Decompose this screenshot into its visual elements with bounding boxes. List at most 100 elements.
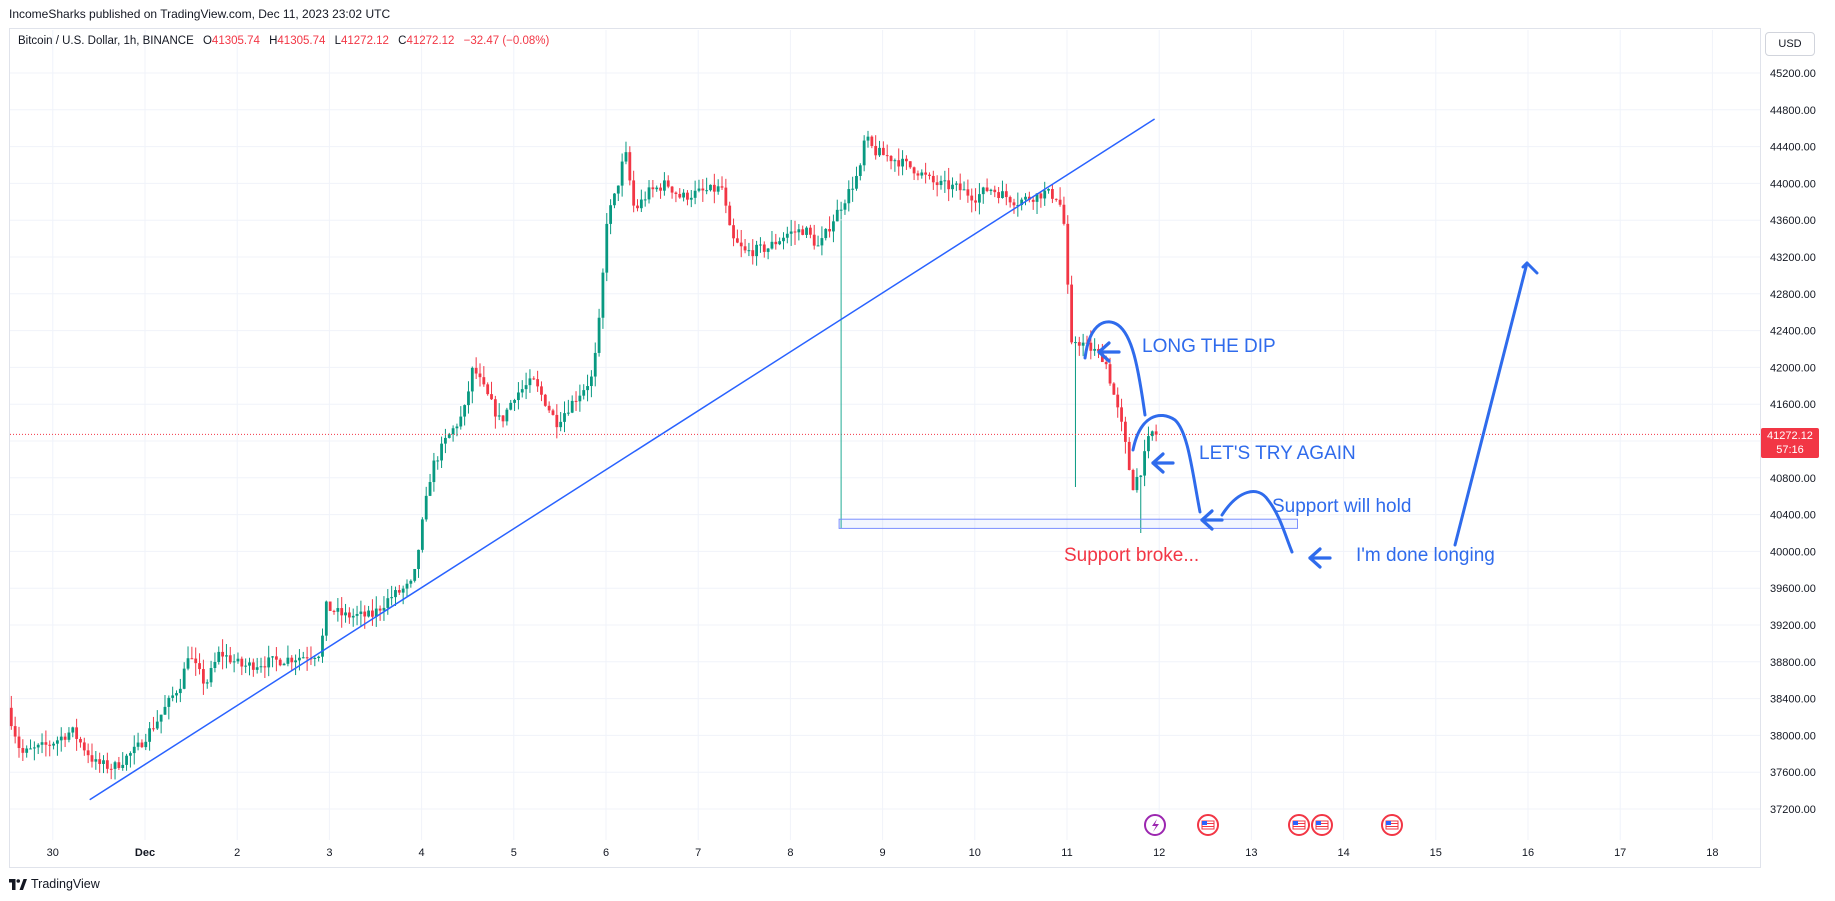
candle-body [705, 190, 709, 192]
flag-canton [1316, 821, 1321, 825]
candle-body [543, 394, 547, 406]
candle-body [132, 746, 136, 754]
price-tick-label: 38800.00 [1770, 657, 1816, 669]
candle-body [40, 742, 44, 745]
candle-body [540, 386, 543, 395]
chart-frame[interactable] [9, 28, 1761, 868]
candle-body [328, 601, 332, 611]
candle-body [13, 726, 17, 737]
candle-body [225, 655, 228, 657]
candle-body [48, 744, 52, 746]
candle-body [820, 238, 824, 246]
candle-body [144, 741, 148, 748]
candle-body [962, 189, 966, 191]
candle-body [889, 155, 893, 162]
tradingview-logo[interactable]: TradingView [9, 877, 100, 891]
candle-body [1074, 342, 1077, 344]
candle-body [355, 613, 359, 616]
candle-body [520, 389, 524, 393]
time-tick-label: 6 [603, 847, 609, 859]
label-lets-try-again: LET'S TRY AGAIN [1199, 443, 1356, 464]
candle-body [732, 225, 735, 239]
candle-body [528, 378, 532, 386]
published-caption: IncomeSharks published on TradingView.co… [9, 7, 391, 21]
label-im-done-longing: I'm done longing [1356, 545, 1495, 566]
candle-body [509, 402, 513, 410]
candle-body [866, 136, 870, 141]
candle-body [305, 657, 309, 659]
candle-body [455, 426, 459, 429]
candle-body [274, 656, 278, 660]
candle-body [835, 209, 839, 222]
price-tick-label: 43200.00 [1770, 252, 1816, 264]
candle-body [570, 400, 574, 413]
arrow-try-again-head [1151, 452, 1165, 474]
candle-body [720, 186, 724, 188]
flag-canton [1202, 821, 1207, 825]
candle-body [947, 180, 951, 190]
candle-body [559, 421, 563, 428]
support-zone [838, 518, 1298, 529]
candle-body [593, 352, 597, 377]
candle-body [1104, 362, 1108, 365]
candle-body [301, 657, 305, 659]
candle-body [624, 152, 628, 162]
candle-body [970, 195, 974, 201]
candle-body [785, 233, 789, 238]
candle-body [747, 250, 751, 252]
candle-body [878, 147, 881, 156]
price-axis: 45200.00 44800.00 44400.00 44000.00 43600.00… [1770, 68, 1816, 816]
price-tick-label: 38400.00 [1770, 694, 1816, 706]
candle-body [739, 242, 743, 247]
candle-body [755, 244, 758, 257]
candle-body [881, 147, 885, 156]
candle-body [770, 241, 774, 249]
candle-body [563, 413, 566, 422]
arrow-done-longing-head [1308, 547, 1322, 569]
candle-body [259, 666, 263, 668]
candle-body [1001, 191, 1004, 198]
candle-body [82, 742, 86, 751]
candle-body [90, 755, 94, 762]
candle-body [620, 161, 624, 186]
candle-body [367, 610, 370, 617]
candle-body [609, 205, 613, 224]
candle-body [482, 377, 486, 385]
candle-body [221, 651, 225, 657]
candle-body [1012, 202, 1016, 206]
currency-button[interactable]: USD [1765, 32, 1815, 56]
open-value: 41305.74 [211, 35, 260, 47]
time-tick-label: 18 [1706, 847, 1718, 859]
candle-body [36, 744, 40, 748]
candle-body [701, 188, 705, 191]
candle-body [159, 714, 163, 722]
candle-body [628, 152, 632, 181]
candle-body [294, 660, 297, 663]
candlestick-series [9, 130, 1158, 780]
candle-body [371, 610, 374, 617]
candle-body [463, 405, 467, 417]
time-tick-label: 4 [419, 847, 425, 859]
candle-body [532, 378, 536, 380]
candle-body [413, 568, 417, 581]
time-tick-label: 9 [880, 847, 886, 859]
candle-body [105, 760, 109, 769]
time-tick-label: 11 [1061, 847, 1072, 859]
candle-body [524, 385, 528, 390]
candle-body [1120, 407, 1123, 422]
candle-body [951, 184, 954, 190]
candle-body [954, 183, 958, 185]
candle-body [574, 400, 578, 402]
close-label: C [398, 35, 407, 47]
change-value: −32.47 (−0.08%) [463, 35, 550, 47]
candle-body [75, 727, 79, 739]
candle-body [816, 245, 820, 247]
arrow-long-dip-head [1097, 341, 1111, 363]
candle-body [728, 205, 732, 226]
candle-body [582, 390, 586, 396]
candle-body [98, 759, 102, 764]
candle-body [17, 736, 21, 749]
price-tick-label: 39200.00 [1770, 620, 1816, 632]
candle-body [382, 607, 386, 611]
